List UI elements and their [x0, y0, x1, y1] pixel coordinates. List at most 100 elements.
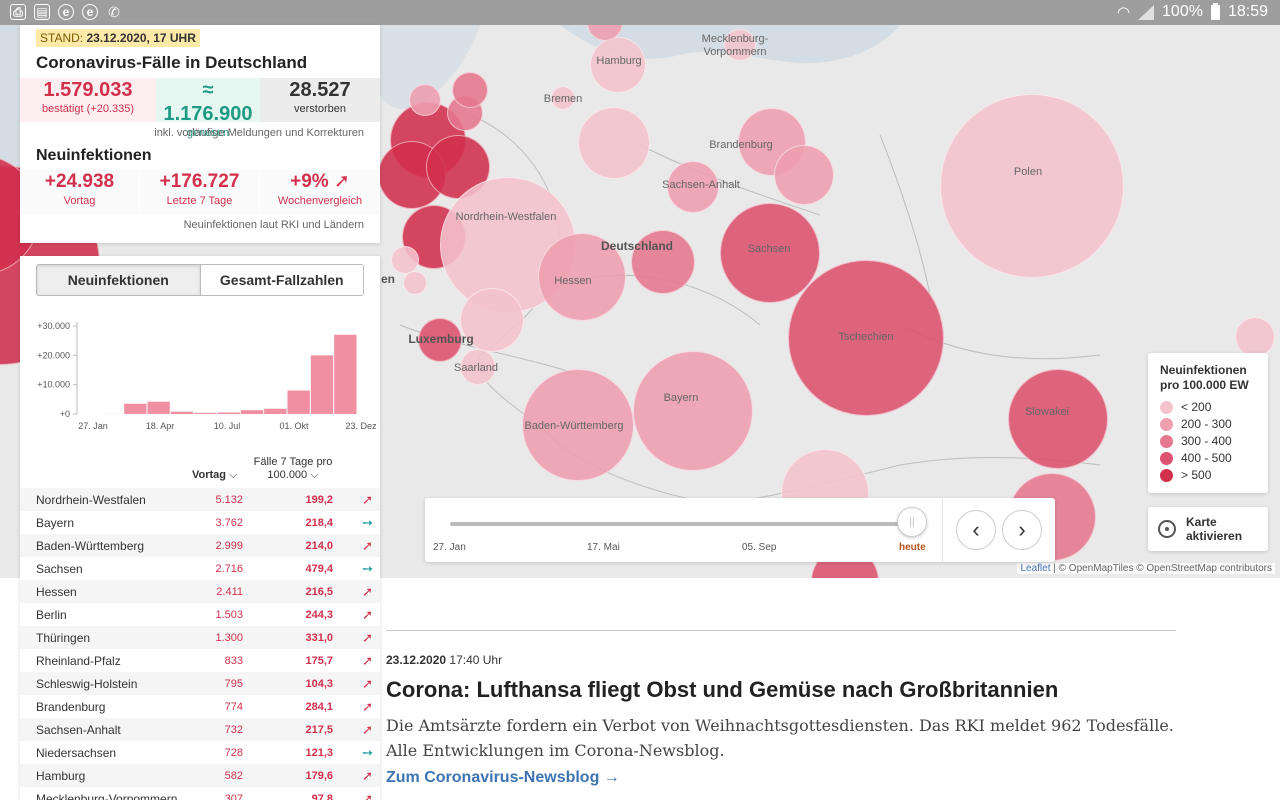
edge-icon: e [58, 4, 74, 20]
timeline-track[interactable] [450, 522, 912, 526]
table-row[interactable]: Sachsen-Anhalt 732 217,5 ➚ [20, 718, 380, 741]
news-icon: ▤ [34, 4, 50, 20]
summary-title: Coronavirus-Fälle in Deutschland [36, 53, 308, 72]
activate-map-button[interactable]: Karte aktivieren [1148, 507, 1268, 551]
state-name: Schleswig-Holstein [36, 676, 138, 691]
region-bubble [724, 29, 756, 61]
states-table: Nordrhein-Westfalen 5.132 199,2 ➚ Bayern 3.76… [20, 488, 380, 800]
region-bubble [391, 246, 419, 274]
table-row[interactable]: Thüringen 1.300 331,0 ➚ [20, 626, 380, 649]
legend-swatch [1160, 468, 1173, 482]
table-row[interactable]: Nordrhein-Westfalen 5.132 199,2 ➚ [20, 488, 380, 511]
state-rate: 331,0 [305, 631, 333, 644]
tab-new-infections[interactable]: Neuinfektionen [37, 265, 201, 295]
col-header-rate-line2: 100.000 [267, 469, 308, 481]
notification-icons: ⎙ ▤ e e ✆ [10, 4, 122, 20]
region-bubble [1235, 317, 1275, 357]
map-place-label: Slowakei [1024, 406, 1070, 418]
state-prev-day: 732 [224, 723, 243, 736]
trend-arrow-icon: ➚ [362, 721, 373, 737]
legend-title: Neuinfektionen [1160, 363, 1247, 377]
state-name: Sachsen [36, 561, 83, 576]
table-row[interactable]: Brandenburg 774 284,1 ➚ [20, 695, 380, 718]
state-rate: 244,3 [305, 608, 333, 621]
week-value: +9% ➚ [290, 171, 350, 192]
table-row[interactable]: Mecklenburg-Vorpommern 307 97,8 ➚ [20, 787, 380, 800]
map-place-label: Mecklenburg- [701, 33, 769, 45]
region-bubble [452, 72, 488, 108]
table-row[interactable]: Hessen 2.411 216,5 ➚ [20, 580, 380, 603]
region-bubble [667, 161, 719, 213]
activate-map-line1: Karte [1186, 515, 1217, 529]
chart-y-tick: +0 [60, 409, 70, 419]
trend-arrow-icon: ➚ [362, 790, 373, 800]
region-bubble [538, 233, 626, 321]
state-name: Mecklenburg-Vorpommern [36, 791, 178, 800]
state-name: Bayern [36, 515, 75, 530]
legend-swatch [1160, 417, 1173, 431]
deaths-value: 28.527 [289, 79, 351, 101]
confirmed-label: bestätigt (+20.335) [41, 103, 135, 115]
table-row[interactable]: Rheinland-Pfalz 833 175,7 ➚ [20, 649, 380, 672]
map[interactable]: Mecklenburg- Vorpommern Hamburg Bremen Brand… [0, 25, 1280, 578]
state-name: Berlin [36, 607, 67, 622]
timeline-label: 27. Jan [433, 542, 466, 553]
map-place-label: Hamburg [596, 55, 642, 67]
prev-day-stat: +24.938 Vortag [20, 170, 139, 214]
timeline-next-button[interactable]: › [1002, 510, 1042, 550]
state-name: Niedersachsen [36, 745, 117, 760]
cases-chart-svg: +30.000 +20.000 +10.000 +0 27. Jan 18. Apr 10.… [37, 321, 377, 431]
col-header-rate-line1: Fälle 7 Tage pro [253, 456, 333, 468]
deaths-label: verstorben [294, 103, 346, 115]
legend-label: < 200 [1181, 400, 1212, 414]
state-rate: 97,8 [311, 792, 333, 800]
chart-x-tick: 01. Okt [279, 421, 309, 431]
article-title[interactable]: Corona: Lufthansa fliegt Obst und Gemüse… [386, 677, 1059, 702]
wifi-icon: ◠ [1116, 4, 1131, 21]
map-place-label: Polen [1013, 166, 1043, 178]
chart-bar [310, 355, 334, 414]
table-row[interactable]: Bayern 3.762 218,4 ➙ [20, 511, 380, 534]
state-prev-day: 582 [224, 769, 243, 782]
timeline-divider [942, 498, 943, 562]
timeline-handle[interactable]: || [897, 507, 927, 537]
chart-bar [194, 412, 217, 414]
table-row[interactable]: Niedersachsen 728 121,3 ➙ [20, 741, 380, 764]
trend-arrow-icon: ➚ [362, 675, 373, 691]
trend-arrow-icon: ➚ [362, 491, 373, 507]
map-place-label: Bremen [543, 93, 583, 105]
col-header-prev[interactable]: Vortag ⌵ [192, 469, 238, 481]
leaflet-link[interactable]: Leaflet [1020, 563, 1051, 574]
table-row[interactable]: Hamburg 582 179,6 ➚ [20, 764, 380, 787]
table-row[interactable]: Berlin 1.503 244,3 ➚ [20, 603, 380, 626]
map-place-label: Deutschland [600, 239, 674, 253]
table-row[interactable]: Schleswig-Holstein 795 104,3 ➚ [20, 672, 380, 695]
map-legend: Neuinfektionen pro 100.000 EW < 200 200 -… [1148, 353, 1268, 493]
state-name: Hamburg [36, 768, 86, 783]
confirmed-value: 1.579.033 [43, 79, 133, 101]
map-place-label: Sachsen [747, 243, 791, 255]
map-place-label: Nordrhein-Westfalen [455, 211, 557, 223]
col-header-rate[interactable]: Fälle 7 Tage pro 100.000 ⌵ [253, 456, 333, 481]
table-row[interactable]: Sachsen 2.716 479,4 ➙ [20, 557, 380, 580]
newsblog-link[interactable]: Zum Coronavirus-Newsblog → [386, 769, 620, 786]
deaths-stat: 28.527 verstorben [260, 78, 380, 122]
region-bubble [774, 145, 834, 205]
chart-bar [147, 401, 170, 414]
legend-swatch [1160, 400, 1173, 414]
table-row[interactable]: Baden-Württemberg 2.999 214,0 ➚ [20, 534, 380, 557]
battery-icon [1210, 2, 1220, 20]
new-infections-title: Neuinfektionen [36, 147, 152, 164]
legend-label: > 500 [1181, 468, 1212, 482]
legend-label: 200 - 300 [1181, 417, 1232, 431]
last7-value: +176.727 [159, 171, 240, 192]
state-prev-day: 2.999 [215, 539, 243, 552]
map-place-label: Sachsen-Anhalt [662, 179, 740, 191]
tab-total-cases[interactable]: Gesamt-Fallzahlen [219, 272, 344, 288]
map-place-label: Saarland [453, 362, 499, 374]
state-rate: 175,7 [305, 654, 333, 667]
cases-chart: +30.000 +20.000 +10.000 +0 27. Jan 18. Apr 10.… [20, 314, 380, 439]
timeline-prev-button[interactable]: ‹ [956, 510, 996, 550]
region-bubble [788, 260, 944, 416]
attribution-text: | © OpenMapTiles © OpenStreetMap contrib… [1050, 563, 1272, 574]
